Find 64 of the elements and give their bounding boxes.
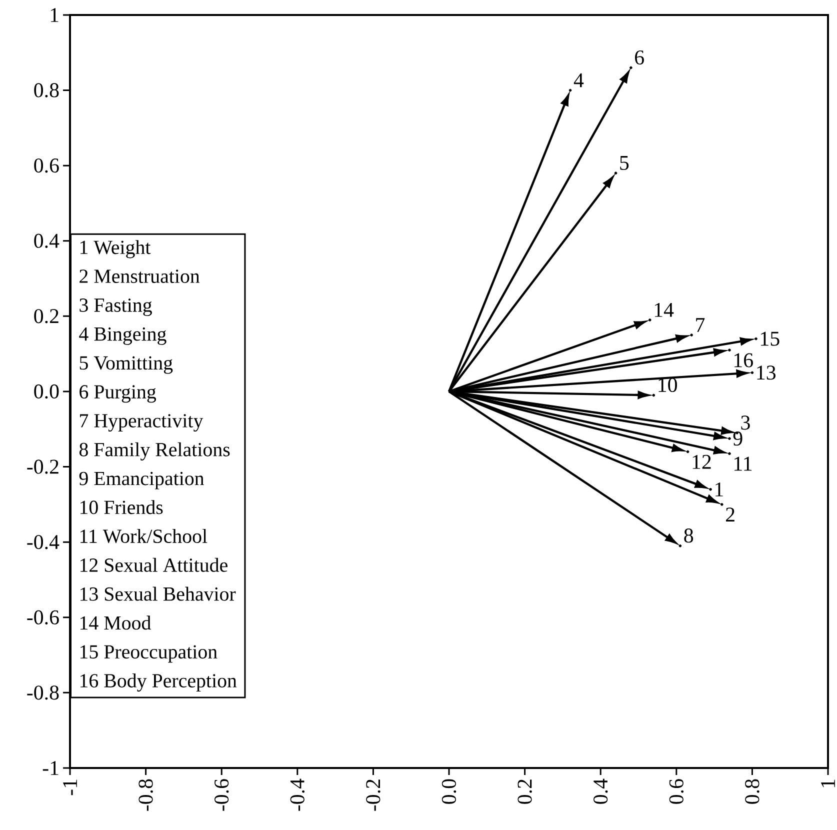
y-tick-label: -0.2 xyxy=(27,460,58,474)
point xyxy=(728,452,731,455)
annotation: 9 Emancipation xyxy=(79,472,204,490)
y-tick-label: 0.6 xyxy=(34,158,59,173)
point xyxy=(709,488,712,491)
x-tick-label: -1 xyxy=(63,780,77,796)
y-tick-label: -0.6 xyxy=(27,610,59,624)
y-tick-label: 1 xyxy=(50,8,58,22)
annotation: 7 Hyperactivity xyxy=(80,414,204,432)
x-tick-label: -0.6 xyxy=(214,779,229,811)
annotation: 3 Fasting xyxy=(80,298,152,316)
x-tick-label: 0.0 xyxy=(442,779,456,804)
annotation: 4 xyxy=(574,73,584,88)
x-tick-label: -0.8 xyxy=(138,779,153,811)
annotation: 9 xyxy=(733,432,742,446)
y-tick-label: 0.2 xyxy=(34,309,58,324)
point xyxy=(568,88,572,92)
point xyxy=(690,334,693,336)
annotation: 1 xyxy=(716,482,723,496)
annotation: 10 Friends xyxy=(80,500,163,514)
annotation: 6 Purging xyxy=(80,385,156,403)
annotation: 3 xyxy=(741,416,750,430)
point xyxy=(678,544,682,548)
annotation: 6 xyxy=(635,50,644,65)
annotation: 14 Mood xyxy=(80,616,151,630)
annotation: 5 xyxy=(620,156,629,170)
y-tick-label: -0.8 xyxy=(27,686,59,700)
annotation: 5 Vomitting xyxy=(80,356,173,374)
annotation: 2 Menstruation xyxy=(80,270,200,283)
x-tick-label: -0.2 xyxy=(366,780,380,811)
annotation: 8 Family Relations xyxy=(79,442,230,460)
x-tick-label: 0.4 xyxy=(594,778,608,804)
annotation: 16 Body Perception xyxy=(80,673,237,692)
y-tick-label: 0.8 xyxy=(34,83,59,98)
annotation: 12 xyxy=(692,454,711,469)
x-tick-label: 0.6 xyxy=(669,779,684,804)
annotation: 14 xyxy=(654,302,674,317)
y-tick-label: 0.4 xyxy=(34,234,60,248)
annotation: 12 Sexual Attitude xyxy=(80,558,228,572)
annotation: 15 Preoccupation xyxy=(80,645,218,663)
annotation: 4 Bingeing xyxy=(79,327,166,345)
point xyxy=(614,172,618,175)
point xyxy=(630,66,632,70)
annotation: 2 xyxy=(726,508,734,522)
annotation: 8 xyxy=(684,528,694,543)
annotation: 13 Sexual Behavior xyxy=(80,586,236,601)
y-tick-label: -1 xyxy=(42,761,58,775)
point xyxy=(720,503,724,506)
annotation: 1 Weight xyxy=(80,240,151,258)
annotation: 11 Work/School xyxy=(80,528,208,544)
y-tick-label: 0.0 xyxy=(34,384,59,399)
annotation: 15 xyxy=(761,332,780,346)
x-tick-label: 0.8 xyxy=(745,779,760,804)
y-tick-label: -0.4 xyxy=(27,534,60,550)
point xyxy=(728,437,731,440)
x-tick-label: -0.4 xyxy=(290,778,305,811)
point xyxy=(648,318,652,322)
point xyxy=(750,371,754,374)
annotation: 7 xyxy=(696,318,705,332)
x-tick-label: 1 xyxy=(821,780,835,788)
point xyxy=(754,337,758,340)
annotation: 11 xyxy=(734,456,752,471)
annotation: 13 xyxy=(757,366,776,380)
x-tick-label: 0.2 xyxy=(518,780,532,804)
